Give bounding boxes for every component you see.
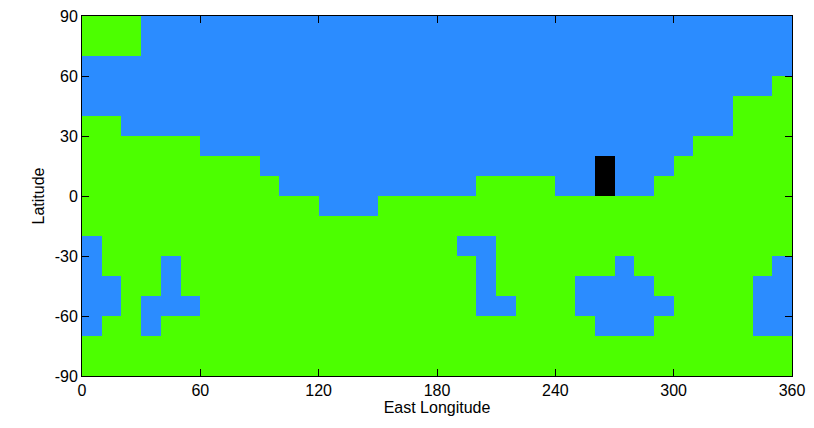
svg-text:-60: -60 [55,308,78,325]
svg-text:Latitude: Latitude [30,167,47,224]
svg-text:0: 0 [78,382,87,399]
svg-text:180: 180 [424,382,451,399]
svg-text:300: 300 [660,382,687,399]
svg-text:120: 120 [305,382,332,399]
svg-text:-90: -90 [55,368,78,385]
svg-text:East Longitude: East Longitude [384,399,491,416]
svg-text:60: 60 [60,68,78,85]
svg-text:-30: -30 [55,248,78,265]
svg-text:240: 240 [542,382,569,399]
svg-text:30: 30 [60,128,78,145]
svg-text:0: 0 [69,188,78,205]
svg-text:360: 360 [779,382,806,399]
svg-text:60: 60 [191,382,209,399]
svg-text:90: 90 [60,8,78,25]
